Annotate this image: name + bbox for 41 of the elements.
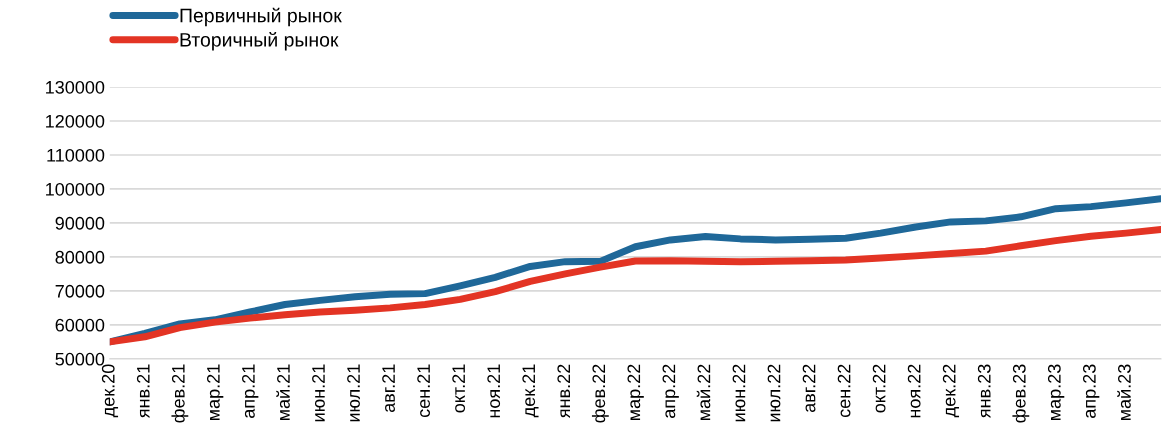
y-tick-label: 70000 bbox=[55, 284, 105, 298]
x-tick-label: май.23 bbox=[1117, 364, 1131, 421]
legend-label: Первичный рынок bbox=[180, 7, 342, 27]
x-tick-label: окт.22 bbox=[872, 364, 886, 413]
x-tick-label: авг.21 bbox=[382, 364, 395, 413]
x-tick-label: мар.21 bbox=[206, 364, 224, 421]
x-tick-label: сен.21 bbox=[417, 364, 430, 418]
y-tick-label: 120000 bbox=[46, 114, 105, 128]
x-tick-label: май.22 bbox=[696, 364, 711, 421]
x-tick-label: янв.23 bbox=[977, 364, 991, 419]
y-tick-label: 130000 bbox=[46, 80, 105, 94]
x-tick-label: фев.22 bbox=[591, 364, 609, 423]
y-tick-label: 110000 bbox=[47, 148, 105, 162]
x-tick-label: июн.22 bbox=[732, 364, 746, 422]
y-tick-label: 50000 bbox=[55, 352, 105, 366]
x-tick-label: янв.21 bbox=[136, 364, 150, 419]
x-tick-label: дек.21 bbox=[522, 364, 539, 418]
y-tick-label: 100000 bbox=[46, 182, 105, 196]
legend-label: Вторичный рынок bbox=[180, 32, 339, 51]
x-tick-label: дек.20 bbox=[101, 364, 119, 418]
x-tick-label: июл.22 bbox=[767, 364, 781, 422]
x-tick-label: апр.22 bbox=[662, 364, 679, 418]
y-tick-label: 60000 bbox=[55, 318, 105, 332]
x-tick-label: фев.21 bbox=[171, 364, 189, 423]
x-tick-label: окт.21 bbox=[452, 364, 466, 413]
x-tick-label: ноя.22 bbox=[907, 364, 921, 418]
x-tick-label: апр.23 bbox=[1082, 364, 1100, 418]
x-tick-label: сен.22 bbox=[837, 364, 851, 418]
y-tick-label: 90000 bbox=[55, 216, 105, 230]
x-tick-label: май.21 bbox=[276, 364, 290, 421]
x-tick-label: апр.21 bbox=[242, 364, 259, 418]
x-tick-label: фев.23 bbox=[1012, 364, 1030, 423]
x-tick-label: июн.21 bbox=[312, 364, 325, 422]
x-tick-label: дек.22 bbox=[942, 364, 960, 418]
x-tick-label: янв.22 bbox=[557, 364, 570, 419]
x-tick-label: июл.21 bbox=[347, 364, 360, 422]
y-tick-label: 80000 bbox=[55, 250, 105, 264]
x-tick-label: мар.22 bbox=[627, 364, 644, 421]
x-tick-label: мар.23 bbox=[1047, 364, 1065, 421]
x-tick-label: ноя.21 bbox=[487, 364, 501, 418]
x-tick-label: авг.22 bbox=[802, 364, 816, 413]
